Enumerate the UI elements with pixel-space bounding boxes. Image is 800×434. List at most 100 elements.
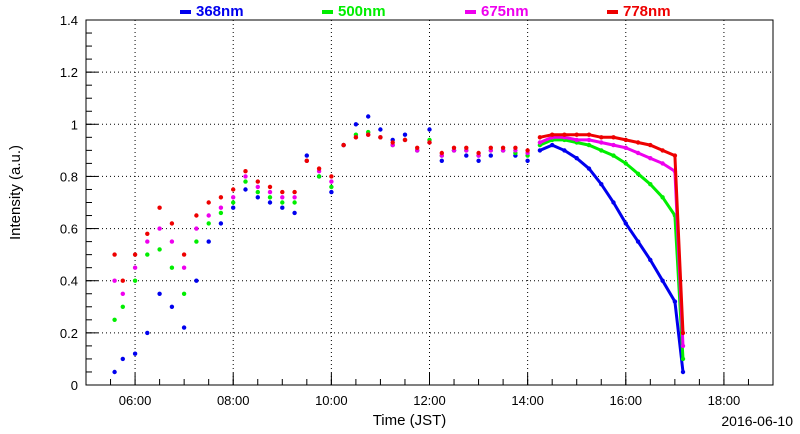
x-tick-label: 12:00 [413,393,446,408]
y-axis-title: Intensity (a.u.) [7,145,24,240]
data-point [157,247,162,252]
x-tick-label: 14:00 [511,393,544,408]
series-500nm [112,129,686,362]
data-point [194,226,199,231]
data-point [500,145,506,150]
y-tick-label: 0.6 [60,222,78,237]
data-point [316,166,322,171]
data-point [439,158,444,163]
data-point [243,169,248,174]
data-point [525,158,530,163]
data-point [231,205,236,210]
grid [86,20,773,385]
data-point [304,153,309,158]
series-curve [539,133,685,333]
y-tick-label: 1.4 [60,13,78,28]
data-point [132,351,138,356]
data-point [181,265,187,270]
data-point [112,278,117,283]
data-point [427,127,432,132]
data-point [243,174,248,179]
data-point [513,145,518,150]
x-tick-label: 06:00 [119,393,152,408]
data-point [120,356,126,362]
data-point [267,200,273,205]
data-point [255,189,260,195]
data-point [488,145,493,150]
data-point [255,179,260,184]
data-point [132,278,138,283]
data-point [145,330,150,336]
data-point [169,221,175,226]
data-point [120,304,126,309]
data-point [366,114,371,119]
data-point [231,200,236,205]
data-point [329,179,334,184]
data-point [366,132,371,137]
legend-label: 778nm [623,3,671,20]
data-point [280,200,285,205]
data-point [451,145,457,150]
data-point [329,174,334,179]
data-point [255,184,260,190]
data-point [427,140,432,145]
legend-label: 368nm [196,3,244,20]
series-675nm [112,132,686,349]
data-point [243,179,248,184]
data-point [402,137,408,143]
x-tick-label: 08:00 [217,393,250,408]
y-tick-label: 0 [71,378,78,393]
data-point [206,200,211,205]
data-point [353,135,359,140]
data-point [267,195,273,200]
y-tick-label: 0.2 [60,326,78,341]
data-point [415,145,420,150]
data-point [292,210,297,216]
y-tick-label: 0.4 [60,274,78,289]
data-point [402,132,408,137]
x-tick-label: 16:00 [610,393,643,408]
legend-label: 500nm [338,3,386,20]
data-point [120,278,126,283]
legend-swatch [322,10,333,14]
legend-label: 675nm [481,3,529,20]
date-label: 2016-06-10 [721,413,793,429]
data-point [112,369,117,375]
data-point [157,205,162,210]
data-point [120,291,126,296]
data-point [194,213,199,218]
data-point [378,127,383,132]
x-tick-label: 10:00 [315,393,348,408]
data-point [206,221,211,226]
data-point [243,187,248,192]
data-point [316,174,322,179]
x-axis-title: Time (JST) [373,412,447,429]
data-point [488,153,493,158]
y-tick-label: 1 [71,117,78,132]
data-point [439,150,444,156]
data-point [341,142,346,148]
data-point [169,265,175,270]
data-point [157,226,162,231]
data-point [112,252,117,257]
data-point [292,195,297,200]
data-point [464,145,469,150]
x-tick-label: 18:00 [708,393,741,408]
plot-frame [85,19,774,386]
data-point [194,239,199,244]
data-point [194,278,199,283]
data-point [292,189,297,195]
data-point [218,205,224,210]
series-778nm [112,132,686,336]
series-curve [539,143,685,373]
data-point [145,231,150,236]
data-point [157,291,162,296]
data-point [181,291,187,296]
axes: 0 0.2 0.4 0.6 0.8 1 1.2 1.4 06:00 08:00 10:00 12:00… [60,13,774,408]
data-point [292,200,297,205]
data-point [206,239,211,244]
data-point [476,158,481,163]
data-point [145,239,150,244]
data-point [145,252,150,257]
